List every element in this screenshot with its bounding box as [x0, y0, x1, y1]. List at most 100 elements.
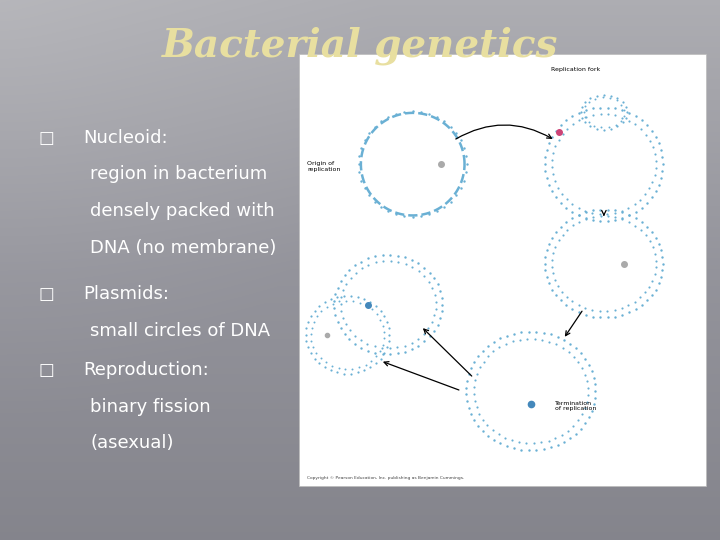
Point: [580, 98, 591, 106]
Point: [460, 168, 472, 177]
Point: [328, 297, 340, 306]
Point: [301, 337, 312, 346]
Point: [352, 293, 364, 301]
Point: [377, 341, 389, 349]
Point: [371, 352, 382, 361]
Point: [573, 109, 585, 117]
Point: [650, 233, 662, 242]
Point: [314, 359, 325, 368]
Point: [406, 345, 418, 354]
Point: [612, 122, 624, 131]
Point: [601, 307, 613, 315]
Point: [514, 335, 526, 344]
Point: [564, 340, 576, 348]
Point: [339, 329, 351, 338]
Point: [350, 268, 361, 277]
Point: [550, 126, 562, 135]
Point: [610, 111, 621, 120]
Point: [657, 153, 668, 161]
Point: [309, 307, 320, 315]
Point: [332, 284, 343, 292]
Point: [580, 208, 591, 217]
Point: [590, 387, 601, 395]
Point: [359, 184, 370, 192]
Point: [311, 349, 323, 357]
Point: [539, 252, 551, 261]
Point: [495, 439, 506, 448]
Point: [575, 349, 587, 357]
Point: [392, 349, 403, 358]
Point: [434, 314, 446, 322]
Point: [377, 251, 388, 260]
Point: [493, 430, 505, 438]
Point: [306, 323, 318, 332]
Point: [335, 323, 346, 332]
Point: [311, 312, 323, 320]
Point: [642, 199, 653, 207]
Point: [428, 311, 440, 320]
Point: [305, 349, 317, 357]
Point: [623, 204, 634, 212]
Point: [545, 330, 557, 339]
Point: [407, 262, 418, 271]
Point: [361, 301, 372, 310]
Point: [332, 368, 343, 377]
Point: [557, 430, 568, 439]
Point: [642, 296, 653, 305]
Point: [644, 136, 655, 145]
Point: [650, 187, 662, 196]
Point: [647, 178, 658, 186]
Point: [644, 282, 655, 291]
Point: [349, 332, 361, 340]
Point: [333, 363, 344, 372]
Point: [653, 139, 665, 147]
Point: [620, 103, 631, 111]
Point: [516, 328, 527, 336]
Point: [333, 297, 345, 306]
Point: [581, 377, 593, 386]
Point: [482, 421, 493, 429]
Text: small circles of DNA: small circles of DNA: [90, 322, 270, 340]
Point: [567, 221, 579, 230]
Point: [649, 150, 660, 158]
Point: [634, 293, 646, 302]
Point: [501, 331, 513, 340]
Point: [630, 112, 642, 120]
Point: [576, 410, 588, 419]
Point: [610, 213, 621, 221]
Point: [579, 113, 590, 122]
Point: [488, 436, 500, 444]
Point: [430, 304, 441, 313]
Point: [356, 264, 367, 273]
Point: [640, 231, 652, 240]
Point: [608, 208, 620, 217]
Point: [585, 94, 596, 103]
Point: [567, 214, 578, 222]
Point: [539, 153, 551, 161]
Point: [609, 312, 621, 321]
Point: [445, 197, 456, 206]
Point: [426, 284, 438, 292]
Point: [555, 222, 567, 231]
Point: [468, 390, 480, 399]
Point: [650, 256, 662, 265]
Point: [365, 363, 377, 372]
Point: [598, 91, 610, 99]
Text: binary fission: binary fission: [90, 397, 211, 416]
Point: [587, 306, 598, 314]
Point: [359, 136, 370, 145]
Point: [553, 136, 564, 144]
Text: □: □: [39, 285, 55, 303]
Point: [567, 208, 578, 217]
Point: [513, 438, 525, 447]
Point: [438, 202, 450, 211]
Point: [560, 116, 572, 125]
Point: [346, 292, 357, 300]
Point: [573, 308, 585, 316]
Point: [557, 190, 568, 198]
Point: [399, 253, 410, 262]
Point: [384, 330, 395, 339]
Point: [572, 358, 584, 367]
Point: [549, 434, 561, 442]
Point: [363, 260, 374, 269]
